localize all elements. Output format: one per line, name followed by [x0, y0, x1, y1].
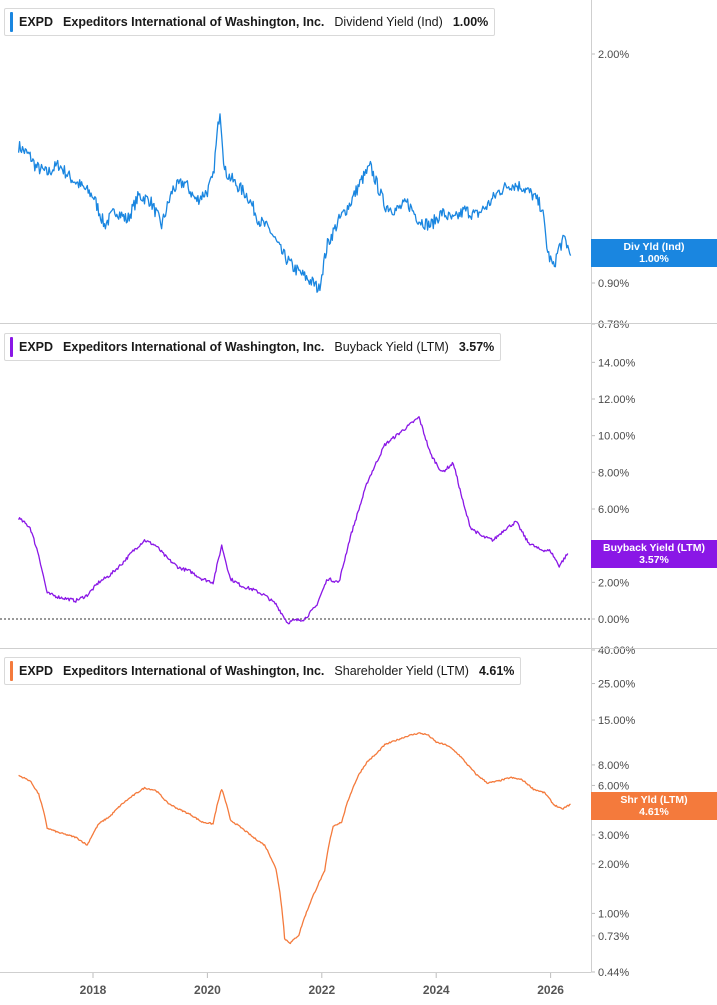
- y-tick-label: 8.00%: [598, 760, 629, 772]
- legend-buyback-yield: EXPD Expeditors International of Washing…: [4, 333, 502, 361]
- y-tick-label: 3.00%: [598, 830, 629, 842]
- y-tick-label: 0.00%: [598, 614, 629, 626]
- y-tick-label: 10.00%: [598, 431, 636, 443]
- y-tick-label: 6.00%: [598, 504, 629, 516]
- x-tick-label: 2020: [194, 983, 221, 997]
- y-tick-label: 14.00%: [598, 357, 636, 369]
- y-tick-label: 15.00%: [598, 715, 636, 727]
- series-line: [17, 113, 572, 293]
- y-tick-label: 40.00%: [598, 645, 636, 657]
- pill-value: 1.00%: [639, 253, 669, 265]
- y-tick-label: 8.00%: [598, 467, 629, 479]
- y-tick-label: 0.44%: [598, 967, 629, 979]
- y-tick-label: 25.00%: [598, 679, 636, 691]
- legend-shareholder-yield: EXPD Expeditors International of Washing…: [4, 657, 522, 685]
- legend-company: Expeditors International of Washington, …: [63, 15, 325, 29]
- legend-company: Expeditors International of Washington, …: [63, 340, 325, 354]
- dividend-yield-panel: 2.00%1.00%0.90%0.78%: [17, 49, 629, 331]
- legend-metric: Shareholder Yield (LTM): [334, 664, 469, 678]
- y-tick-label: 2.00%: [598, 49, 629, 61]
- series-line: [18, 416, 569, 625]
- legend-value: 1.00%: [452, 15, 489, 29]
- legend-metric: Buyback Yield (LTM): [334, 340, 449, 354]
- legend-swatch: [10, 661, 13, 681]
- legend-dividend-yield: EXPD Expeditors International of Washing…: [4, 8, 496, 36]
- shareholder-yield-value-pill: Shr Yld (LTM) 4.61%: [591, 792, 717, 820]
- pill-value: 3.57%: [639, 554, 669, 566]
- pill-title: Shr Yld (LTM): [620, 794, 688, 806]
- x-tick-label: 2024: [423, 983, 450, 997]
- dividend-yield-value-pill: Div Yld (Ind) 1.00%: [591, 239, 717, 267]
- legend-value: 3.57%: [458, 340, 495, 354]
- y-tick-label: 2.00%: [598, 577, 629, 589]
- legend-ticker: EXPD: [19, 15, 54, 29]
- shareholder-yield-panel: 40.00% 25.00% 15.00% 8.00% 6.00% 3.00% 2.00% 1.…: [18, 645, 636, 979]
- legend-metric: Dividend Yield (Ind): [334, 15, 443, 29]
- pill-title: Div Yld (Ind): [623, 241, 685, 253]
- legend-company: Expeditors International of Washington, …: [63, 664, 325, 678]
- y-tick-label: 12.00%: [598, 394, 636, 406]
- legend-swatch: [10, 337, 13, 357]
- y-tick-label: 2.00%: [598, 859, 629, 871]
- y-tick-label: 1.00%: [598, 908, 629, 920]
- y-tick-label: 6.00%: [598, 780, 629, 792]
- legend-swatch: [10, 12, 13, 32]
- x-axis: 2018 2020 2022 2024 2026: [80, 972, 564, 997]
- y-tick-label: 0.90%: [598, 278, 629, 290]
- legend-ticker: EXPD: [19, 664, 54, 678]
- legend-ticker: EXPD: [19, 340, 54, 354]
- x-tick-label: 2018: [80, 983, 107, 997]
- y-tick-label: 0.73%: [598, 931, 629, 943]
- legend-value: 4.61%: [478, 664, 515, 678]
- x-tick-label: 2022: [308, 983, 335, 997]
- buyback-yield-panel: 14.00% 12.00% 10.00% 8.00% 6.00% 2.00% 0.00%: [0, 357, 636, 626]
- x-tick-label: 2026: [537, 983, 564, 997]
- series-line: [18, 732, 571, 945]
- pill-value: 4.61%: [639, 806, 669, 818]
- y-tick-label: 0.78%: [598, 319, 629, 331]
- pill-title: Buyback Yield (LTM): [603, 542, 705, 554]
- buyback-yield-value-pill: Buyback Yield (LTM) 3.57%: [591, 540, 717, 568]
